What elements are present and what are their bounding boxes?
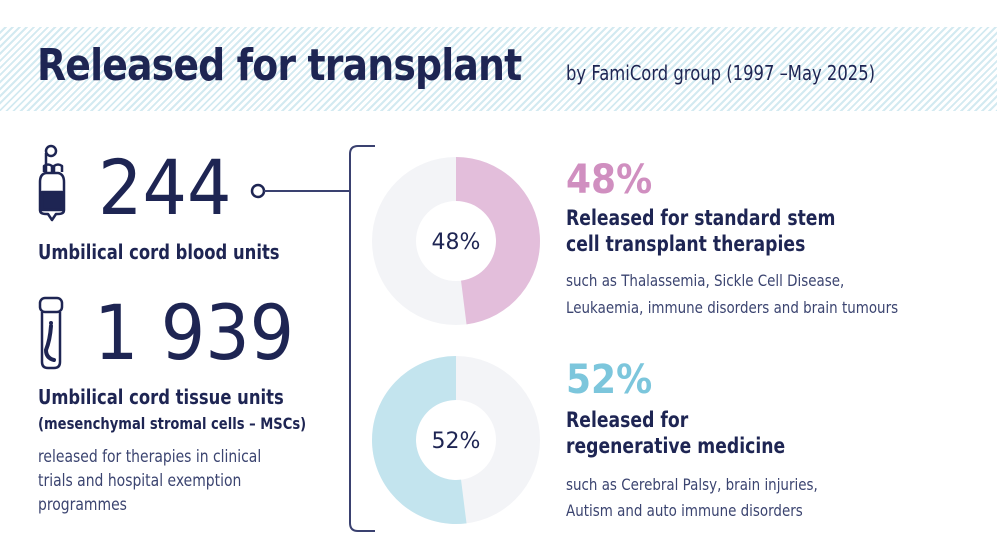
donut-chart-standard: 48% xyxy=(372,157,541,325)
header-banner xyxy=(0,27,997,111)
donut-center-label: 52% xyxy=(432,429,481,454)
stat-label-tissue-units: Umbilical cord tissue units xyxy=(38,385,284,409)
stat-sublabel-tissue-units: (mesenchymal stromal cells – MSCs) xyxy=(38,414,307,433)
page-subtitle: by FamiCord group (1997 –May 2025) xyxy=(566,61,876,85)
bracket-line xyxy=(349,145,375,532)
stat-description-line-2: trials and hospital exemption xyxy=(38,471,242,491)
connector-dot xyxy=(250,183,266,199)
category-title-regenerative-line-1: Released for xyxy=(566,408,689,432)
category-percent-regenerative: 52% xyxy=(566,357,653,403)
donut-segment-standard xyxy=(456,157,541,325)
test-tube-icon xyxy=(38,296,64,370)
stat-description-line-3: programmes xyxy=(38,495,127,515)
stat-label-blood-units: Umbilical cord blood units xyxy=(38,240,280,264)
category-desc-regenerative-line-1: such as Cerebral Palsy, brain injuries, xyxy=(566,475,818,494)
stat-value-blood-units: 244 xyxy=(98,143,232,232)
category-percent-standard: 48% xyxy=(566,157,653,203)
category-desc-regenerative-line-2: Autism and auto immune disorders xyxy=(566,501,803,520)
page-title: Released for transplant xyxy=(37,40,522,91)
category-desc-standard-line-1: such as Thalassemia, Sickle Cell Disease… xyxy=(566,271,845,290)
stat-description-line-1: released for therapies in clinical xyxy=(38,447,262,467)
donut-segment-regenerative xyxy=(372,356,467,524)
donut-chart-regenerative: 52% xyxy=(372,356,540,524)
blood-bag-icon xyxy=(38,144,66,222)
category-title-standard-line-1: Released for standard stem xyxy=(566,206,836,230)
donut-center-label: 48% xyxy=(432,230,481,255)
stat-value-tissue-units: 1 939 xyxy=(94,288,295,377)
category-title-standard-line-2: cell transplant therapies xyxy=(566,232,806,256)
category-desc-standard-line-2: Leukaemia, immune disorders and brain tu… xyxy=(566,298,899,317)
category-title-regenerative-line-2: regenerative medicine xyxy=(566,434,786,458)
